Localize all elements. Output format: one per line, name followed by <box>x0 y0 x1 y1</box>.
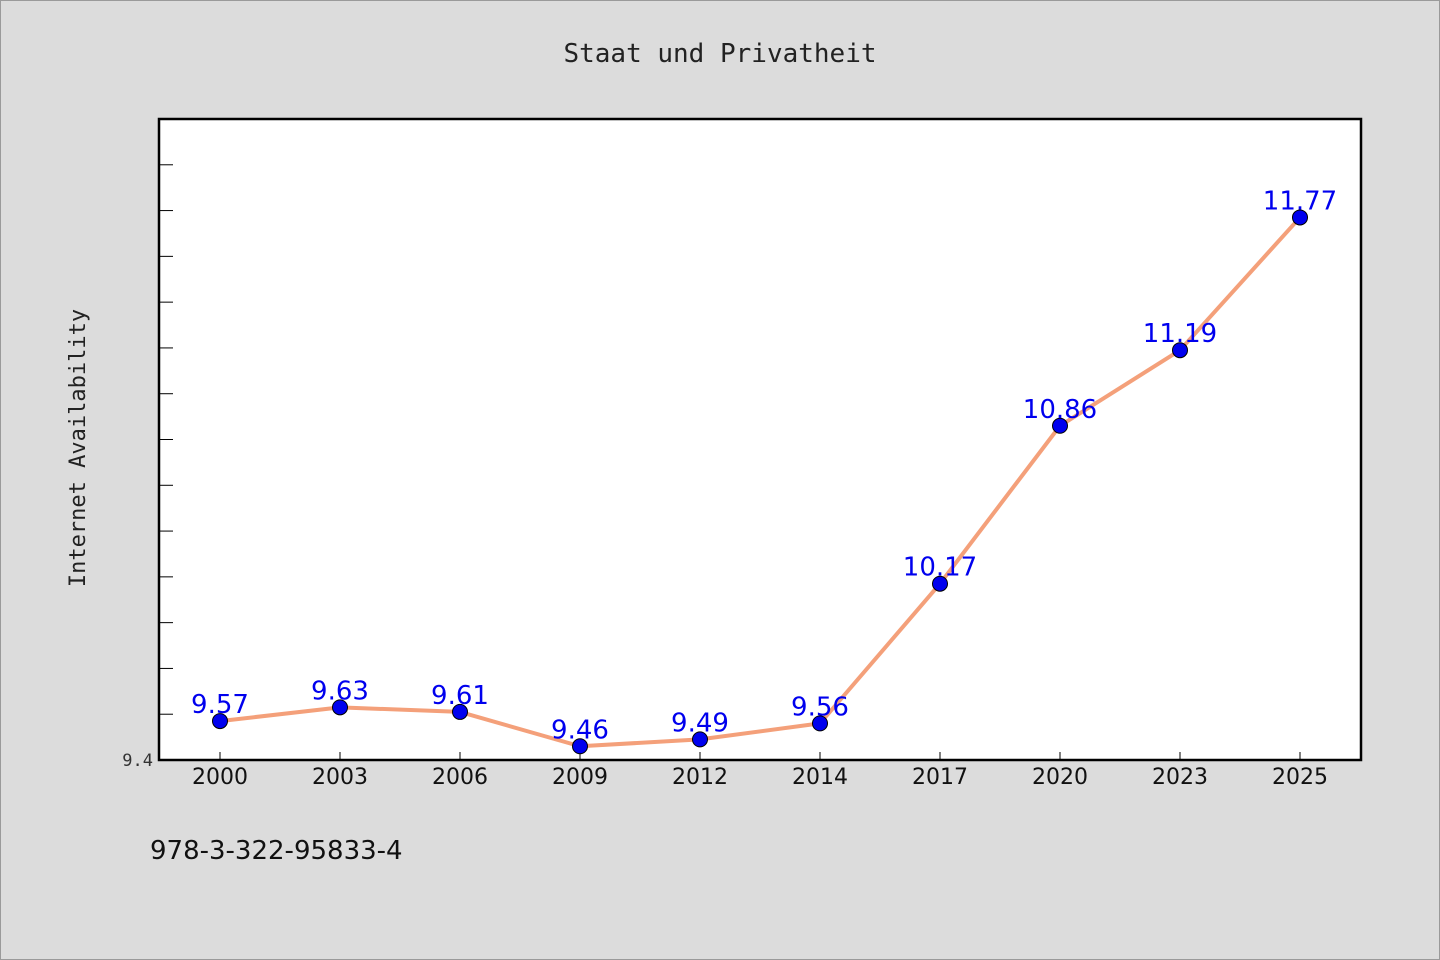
series-line <box>219 216 1302 749</box>
x-tick-label: 2023 <box>1152 765 1208 790</box>
plot-area <box>157 117 1363 762</box>
data-label: 9.61 <box>431 681 489 711</box>
data-point <box>932 575 948 592</box>
x-tick-label: 2003 <box>312 765 368 790</box>
data-label: 9.63 <box>311 676 369 706</box>
data-point <box>1172 342 1188 359</box>
data-point <box>1292 209 1308 226</box>
data-point <box>572 738 588 755</box>
y-axis-ticks: 9.4 <box>122 164 173 771</box>
data-point <box>452 703 468 720</box>
x-tick-label: 2020 <box>1032 765 1088 790</box>
data-label: 9.57 <box>191 690 249 720</box>
x-tick-label: 2009 <box>552 765 608 790</box>
y-tick-label: 9.4 <box>122 751 153 771</box>
x-tick-label: 2014 <box>792 765 848 790</box>
data-label: 10.17 <box>903 553 977 583</box>
data-label: 9.46 <box>551 715 609 745</box>
x-axis-ticks: 2000 2003 2006 2009 2012 2014 2017 2020 2023 2025 <box>192 752 1328 790</box>
chart-title: Staat und Privatheit <box>563 39 876 69</box>
x-tick-label: 2006 <box>432 765 488 790</box>
data-label: 9.56 <box>791 692 849 722</box>
data-point <box>692 731 708 748</box>
data-label: 9.49 <box>671 708 729 738</box>
data-point <box>212 713 228 730</box>
data-label: 10.86 <box>1023 395 1097 425</box>
series-layer: 9.57 9.63 9.61 9.46 9.49 9.56 10.17 10.86 11.19 1… <box>191 186 1337 755</box>
x-tick-label: 2017 <box>912 765 968 790</box>
x-tick-label: 2000 <box>192 765 248 790</box>
data-point <box>1052 417 1068 434</box>
y-axis-label: Internet Availability <box>66 309 91 587</box>
x-tick-label: 2025 <box>1272 765 1328 790</box>
data-label: 11.19 <box>1143 319 1217 349</box>
x-tick-label: 2012 <box>672 765 728 790</box>
isbn-footer: 978-3-322-95833-4 <box>150 836 403 866</box>
data-point <box>812 715 828 732</box>
data-point <box>332 699 348 716</box>
data-label: 11.77 <box>1263 186 1337 216</box>
